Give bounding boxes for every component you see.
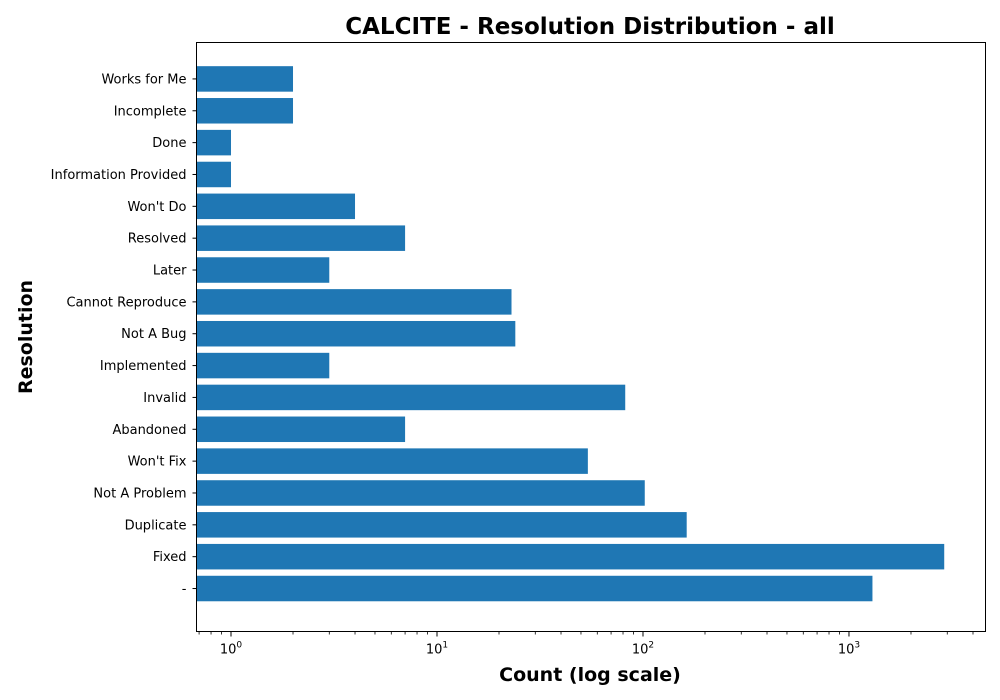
bar-invalid	[196, 384, 626, 411]
bar-abandoned	[196, 416, 406, 443]
bar-cannot-reproduce	[196, 289, 512, 315]
y-tick-label: Not A Problem	[93, 486, 186, 501]
bar-duplicate	[196, 512, 687, 538]
y-axis-label: Resolution	[15, 280, 37, 394]
bar-not-a-problem	[196, 480, 645, 506]
bar-later	[196, 257, 330, 283]
y-tick-label: Cannot Reproduce	[66, 295, 186, 310]
bar-fixed	[196, 543, 945, 570]
y-tick-label: Invalid	[143, 391, 186, 406]
bar-done	[196, 129, 232, 156]
bar-not-a-bug	[196, 320, 516, 347]
plot-area: - Fixed Duplicate Not A Problem Won't Fix Aba…	[51, 66, 974, 658]
bar-dash	[196, 575, 873, 602]
x-tick-label: 103	[838, 641, 860, 658]
bar-implemented	[196, 352, 330, 379]
y-tick-label: Not A Bug	[121, 327, 186, 342]
y-tick-label: Duplicate	[125, 518, 187, 533]
y-tick-label: Incomplete	[114, 104, 187, 119]
bar-works-for-me	[196, 66, 294, 92]
x-tick-label: 101	[426, 641, 448, 658]
bar-won-t-fix	[196, 448, 588, 474]
bar-incomplete	[196, 98, 294, 124]
y-tick-label: Information Provided	[51, 168, 187, 183]
chart-title: CALCITE - Resolution Distribution - all	[345, 14, 834, 40]
bar-resolved	[196, 225, 406, 251]
y-tick-label: Works for Me	[101, 72, 186, 87]
x-tick-label: 100	[220, 641, 243, 658]
y-tick-label: Implemented	[100, 359, 187, 374]
y-tick-label: Resolved	[128, 232, 187, 247]
bar-won-t-do	[196, 193, 356, 220]
y-tick-label: Done	[152, 136, 186, 151]
y-tick-label: Fixed	[153, 550, 187, 565]
x-tick-label: 102	[632, 641, 654, 658]
y-tick-label: Won't Do	[127, 200, 186, 215]
bar-information-provided	[196, 161, 232, 188]
y-tick-label: Abandoned	[112, 423, 186, 438]
x-axis-label: Count (log scale)	[499, 664, 681, 686]
y-tick-label: Later	[153, 264, 187, 279]
y-tick-label: -	[182, 582, 187, 597]
y-tick-label: Won't Fix	[128, 455, 187, 470]
plot-frame	[196, 42, 986, 632]
